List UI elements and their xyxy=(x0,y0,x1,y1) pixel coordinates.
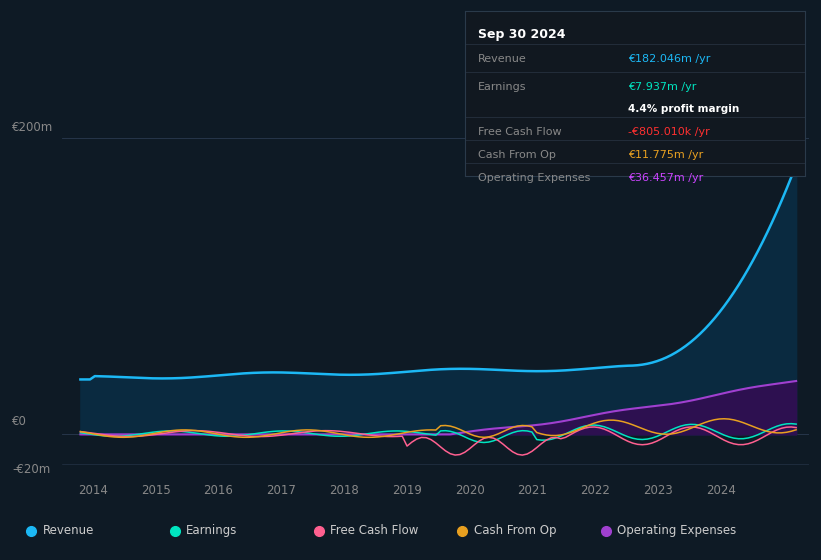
Text: Free Cash Flow: Free Cash Flow xyxy=(330,524,419,538)
Text: €7.937m /yr: €7.937m /yr xyxy=(628,82,696,92)
Text: Revenue: Revenue xyxy=(479,54,527,64)
Text: Revenue: Revenue xyxy=(43,524,94,538)
Text: €11.775m /yr: €11.775m /yr xyxy=(628,150,704,160)
Text: Sep 30 2024: Sep 30 2024 xyxy=(479,28,566,41)
Text: Operating Expenses: Operating Expenses xyxy=(617,524,736,538)
Text: Operating Expenses: Operating Expenses xyxy=(479,173,590,183)
Text: Earnings: Earnings xyxy=(479,82,527,92)
Text: €182.046m /yr: €182.046m /yr xyxy=(628,54,711,64)
Text: Free Cash Flow: Free Cash Flow xyxy=(479,127,562,137)
Text: €200m: €200m xyxy=(12,120,53,134)
Text: Earnings: Earnings xyxy=(186,524,238,538)
Text: Cash From Op: Cash From Op xyxy=(474,524,556,538)
Text: -€20m: -€20m xyxy=(12,463,51,476)
Text: 4.4% profit margin: 4.4% profit margin xyxy=(628,104,740,114)
Text: €36.457m /yr: €36.457m /yr xyxy=(628,173,704,183)
Text: €0: €0 xyxy=(12,414,27,428)
Text: Cash From Op: Cash From Op xyxy=(479,150,556,160)
Text: -€805.010k /yr: -€805.010k /yr xyxy=(628,127,710,137)
